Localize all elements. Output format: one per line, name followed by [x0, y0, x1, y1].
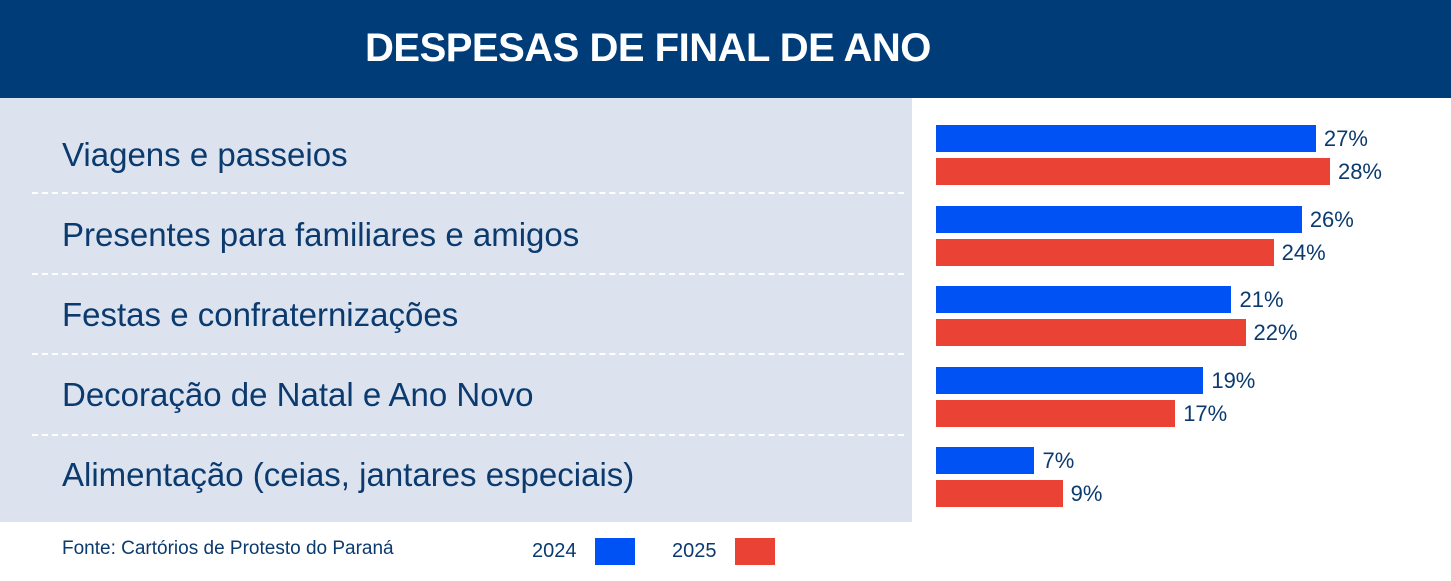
data-label-2024: 27%: [1323, 126, 1368, 151]
bar-2024: [936, 447, 1035, 474]
data-label-2025: 24%: [1281, 239, 1326, 265]
row-divider: [32, 433, 904, 436]
legend-swatch-2024: [595, 538, 635, 565]
category-label: Decoração de Natal e Ano Novo: [62, 376, 534, 413]
legend-label-2025: 2025: [672, 540, 717, 562]
category-label: Presentes para familiares e amigos: [62, 216, 580, 253]
data-label-2025: 28%: [1337, 159, 1382, 184]
bar-2024: [936, 366, 1204, 394]
category-label: Viagens e passeios: [62, 136, 348, 173]
bar-2025: [936, 480, 1063, 507]
row-divider: [32, 353, 904, 355]
bar-2025: [936, 319, 1246, 346]
category-panel: [0, 98, 912, 522]
bar-2025: [936, 399, 1176, 427]
bar-2024: [936, 205, 1302, 233]
bar-2025: [936, 158, 1330, 185]
data-label-2025: 9%: [1070, 481, 1103, 506]
legend-label-2024: 2024: [532, 540, 577, 562]
category-label: Alimentação (ceias, jantares especiais): [62, 456, 635, 493]
source-note: Fonte: Cartórios de Protesto do Paraná: [62, 538, 394, 559]
bar-2024: [936, 286, 1232, 313]
legend-swatch-2025: [735, 538, 775, 565]
data-label-2024: 19%: [1211, 367, 1256, 393]
data-label-2025: 22%: [1253, 320, 1298, 345]
row-divider: [32, 192, 904, 194]
data-label-2025: 17%: [1183, 400, 1228, 426]
header-bar: DESPESAS DE FINAL DE ANO: [0, 0, 1451, 98]
row-divider: [32, 272, 904, 275]
data-label-2024: 26%: [1309, 206, 1354, 232]
bar-2024: [936, 125, 1316, 152]
chart-title: DESPESAS DE FINAL DE ANO: [365, 26, 931, 70]
data-label-2024: 21%: [1239, 287, 1284, 312]
bar-2025: [936, 238, 1274, 266]
data-label-2024: 7%: [1042, 448, 1075, 473]
category-label: Festas e confraternizações: [62, 296, 459, 333]
